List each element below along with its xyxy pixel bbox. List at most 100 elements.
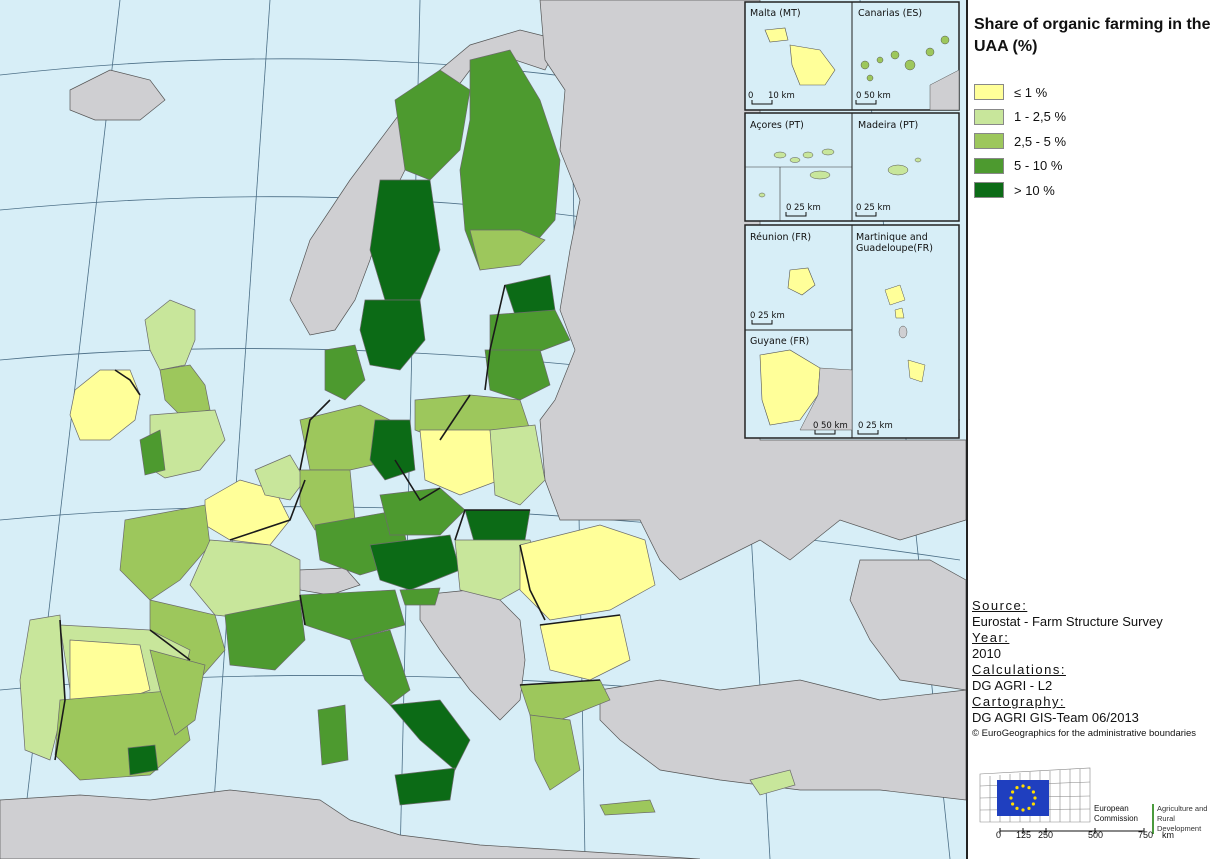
inset-scale-zero-madeira: 0 bbox=[856, 203, 861, 213]
national-borders bbox=[54, 284, 621, 761]
legend-item: 2,5 - 5 % bbox=[974, 129, 1066, 154]
inset-label-guyane: Guyane (FR) bbox=[750, 336, 809, 347]
inset-reunion-island bbox=[787, 267, 816, 296]
inset-label-guadeloupe: Guadeloupe(FR) bbox=[856, 243, 933, 254]
region-poland-center bbox=[419, 429, 501, 496]
ec-wordmark: European Commission bbox=[1094, 804, 1138, 824]
inset-canarias-islands bbox=[860, 35, 950, 82]
region-sardinia bbox=[317, 704, 349, 766]
scale-label: 500 bbox=[1088, 830, 1104, 840]
region-austria bbox=[369, 534, 461, 591]
region-cyprus bbox=[749, 769, 796, 796]
inset-label-madeira: Madeira (PT) bbox=[858, 120, 918, 131]
legend-item: ≤ 1 % bbox=[974, 80, 1066, 105]
year-text: 2010 bbox=[972, 646, 1001, 661]
scale-label: 250 bbox=[1038, 830, 1054, 840]
region-italy-center bbox=[349, 629, 411, 706]
eu-stars-icon bbox=[1009, 784, 1037, 812]
ec-line-2: Commission bbox=[1094, 814, 1139, 823]
region-denmark bbox=[324, 344, 366, 401]
legend-label: 1 - 2,5 % bbox=[1014, 109, 1067, 125]
region-poland-east bbox=[489, 424, 546, 506]
region-ireland bbox=[69, 369, 141, 441]
region-italy-south bbox=[389, 699, 471, 771]
legend-label: ≤ 1 % bbox=[1014, 84, 1048, 100]
copyright-text: © EuroGeographics for the administrative… bbox=[972, 728, 1197, 739]
legend-swatch bbox=[974, 157, 1004, 174]
inset-label-martinique: Martinique and bbox=[856, 232, 928, 243]
insets: Malta (MT) Canarias (ES) Açores (PT) Mad… bbox=[744, 1, 960, 439]
map-scale-bar: 0 125 250 500 750 km bbox=[968, 826, 1218, 856]
ec-line-1: European bbox=[1094, 804, 1129, 813]
calculations-heading: Calculations: bbox=[972, 662, 1066, 677]
region-andalucia-east bbox=[127, 744, 159, 776]
region-northern-england bbox=[159, 364, 211, 416]
legend-label: > 10 % bbox=[1014, 182, 1055, 198]
inset-guadeloupe bbox=[884, 284, 906, 319]
inset-scale-zero-canarias: 0 bbox=[856, 91, 861, 101]
region-lithuania bbox=[484, 349, 551, 401]
inset-scale-zero-reunion: 0 bbox=[750, 311, 755, 321]
legend-swatch bbox=[974, 133, 1004, 150]
scale-label: 0 bbox=[996, 830, 1002, 840]
cartography-text: DG AGRI GIS-Team 06/2013 bbox=[972, 710, 1139, 725]
legend-label: 2,5 - 5 % bbox=[1014, 133, 1067, 149]
inset-scale-azores: 25 km bbox=[794, 203, 821, 213]
inset-label-azores: Açores (PT) bbox=[750, 120, 804, 131]
inset-scale-zero-martinique: 0 bbox=[858, 421, 863, 431]
scale-label: 125 bbox=[1016, 830, 1032, 840]
inset-malta-islands bbox=[764, 27, 836, 86]
region-france-north bbox=[204, 479, 291, 546]
map-title: Share of organic farming in the UAA (%) bbox=[974, 16, 1211, 55]
inset-scale-martinique: 25 km bbox=[866, 421, 893, 431]
inset-guyane-neighbor bbox=[799, 367, 853, 431]
region-czechia bbox=[379, 487, 466, 536]
source-text: Eurostat - Farm Structure Survey bbox=[972, 614, 1163, 629]
region-benelux bbox=[254, 454, 306, 501]
inset-scale-canarias: 50 km bbox=[864, 91, 891, 101]
legend-item: > 10 % bbox=[974, 178, 1066, 203]
legend-panel: Share of organic farming in the UAA (%) … bbox=[966, 0, 1224, 859]
legend-label: 5 - 10 % bbox=[1014, 158, 1063, 174]
region-finland-south bbox=[469, 229, 546, 271]
region-sweden-north bbox=[394, 69, 471, 181]
region-slovenia bbox=[399, 587, 441, 606]
inset-label-malta: Malta (MT) bbox=[750, 8, 801, 19]
scale-label: km bbox=[1162, 830, 1174, 840]
legend: ≤ 1 % 1 - 2,5 % 2,5 - 5 % 5 - 10 % > 10 … bbox=[974, 80, 1066, 203]
map-metadata: Source: Eurostat - Farm Structure Survey… bbox=[972, 598, 1222, 742]
legend-swatch bbox=[974, 182, 1004, 199]
region-romania bbox=[519, 524, 656, 621]
inset-madeira-islands bbox=[887, 157, 922, 176]
scale-label: 750 bbox=[1138, 830, 1154, 840]
legend-item: 1 - 2,5 % bbox=[974, 105, 1066, 130]
region-germany-brandenburg bbox=[369, 419, 416, 481]
inset-guyane-region bbox=[759, 349, 821, 426]
region-sicily bbox=[394, 767, 456, 806]
inset-scale-reunion: 25 km bbox=[758, 311, 785, 321]
region-scotland bbox=[144, 299, 196, 371]
agri-line-1: Agriculture and bbox=[1157, 804, 1208, 813]
inset-martinique bbox=[907, 359, 926, 383]
inset-dominica bbox=[898, 325, 908, 339]
region-france-west bbox=[119, 504, 211, 601]
legend-swatch bbox=[974, 108, 1004, 125]
inset-canarias-africa bbox=[929, 69, 960, 111]
region-crete bbox=[599, 799, 656, 816]
eu-flag-icon bbox=[997, 780, 1049, 816]
inset-scale-guyane: 50 km bbox=[821, 421, 848, 431]
inset-scale-zero-azores: 0 bbox=[786, 203, 791, 213]
inset-label-reunion: Réunion (FR) bbox=[750, 232, 811, 243]
source-heading: Source: bbox=[972, 598, 1028, 613]
inset-label-canarias: Canarias (ES) bbox=[858, 8, 922, 19]
region-spain-east bbox=[149, 649, 206, 736]
region-sweden-south bbox=[359, 299, 426, 371]
inset-azores-islands bbox=[758, 148, 835, 198]
region-france-south-east bbox=[224, 599, 306, 671]
region-greece-south bbox=[529, 714, 581, 791]
region-latvia bbox=[489, 309, 571, 356]
agri-line-2: Rural Development bbox=[1157, 814, 1202, 833]
year-heading: Year: bbox=[972, 630, 1010, 645]
eu-regions bbox=[19, 49, 796, 816]
inset-scale-zero-malta: 0 bbox=[748, 91, 753, 101]
